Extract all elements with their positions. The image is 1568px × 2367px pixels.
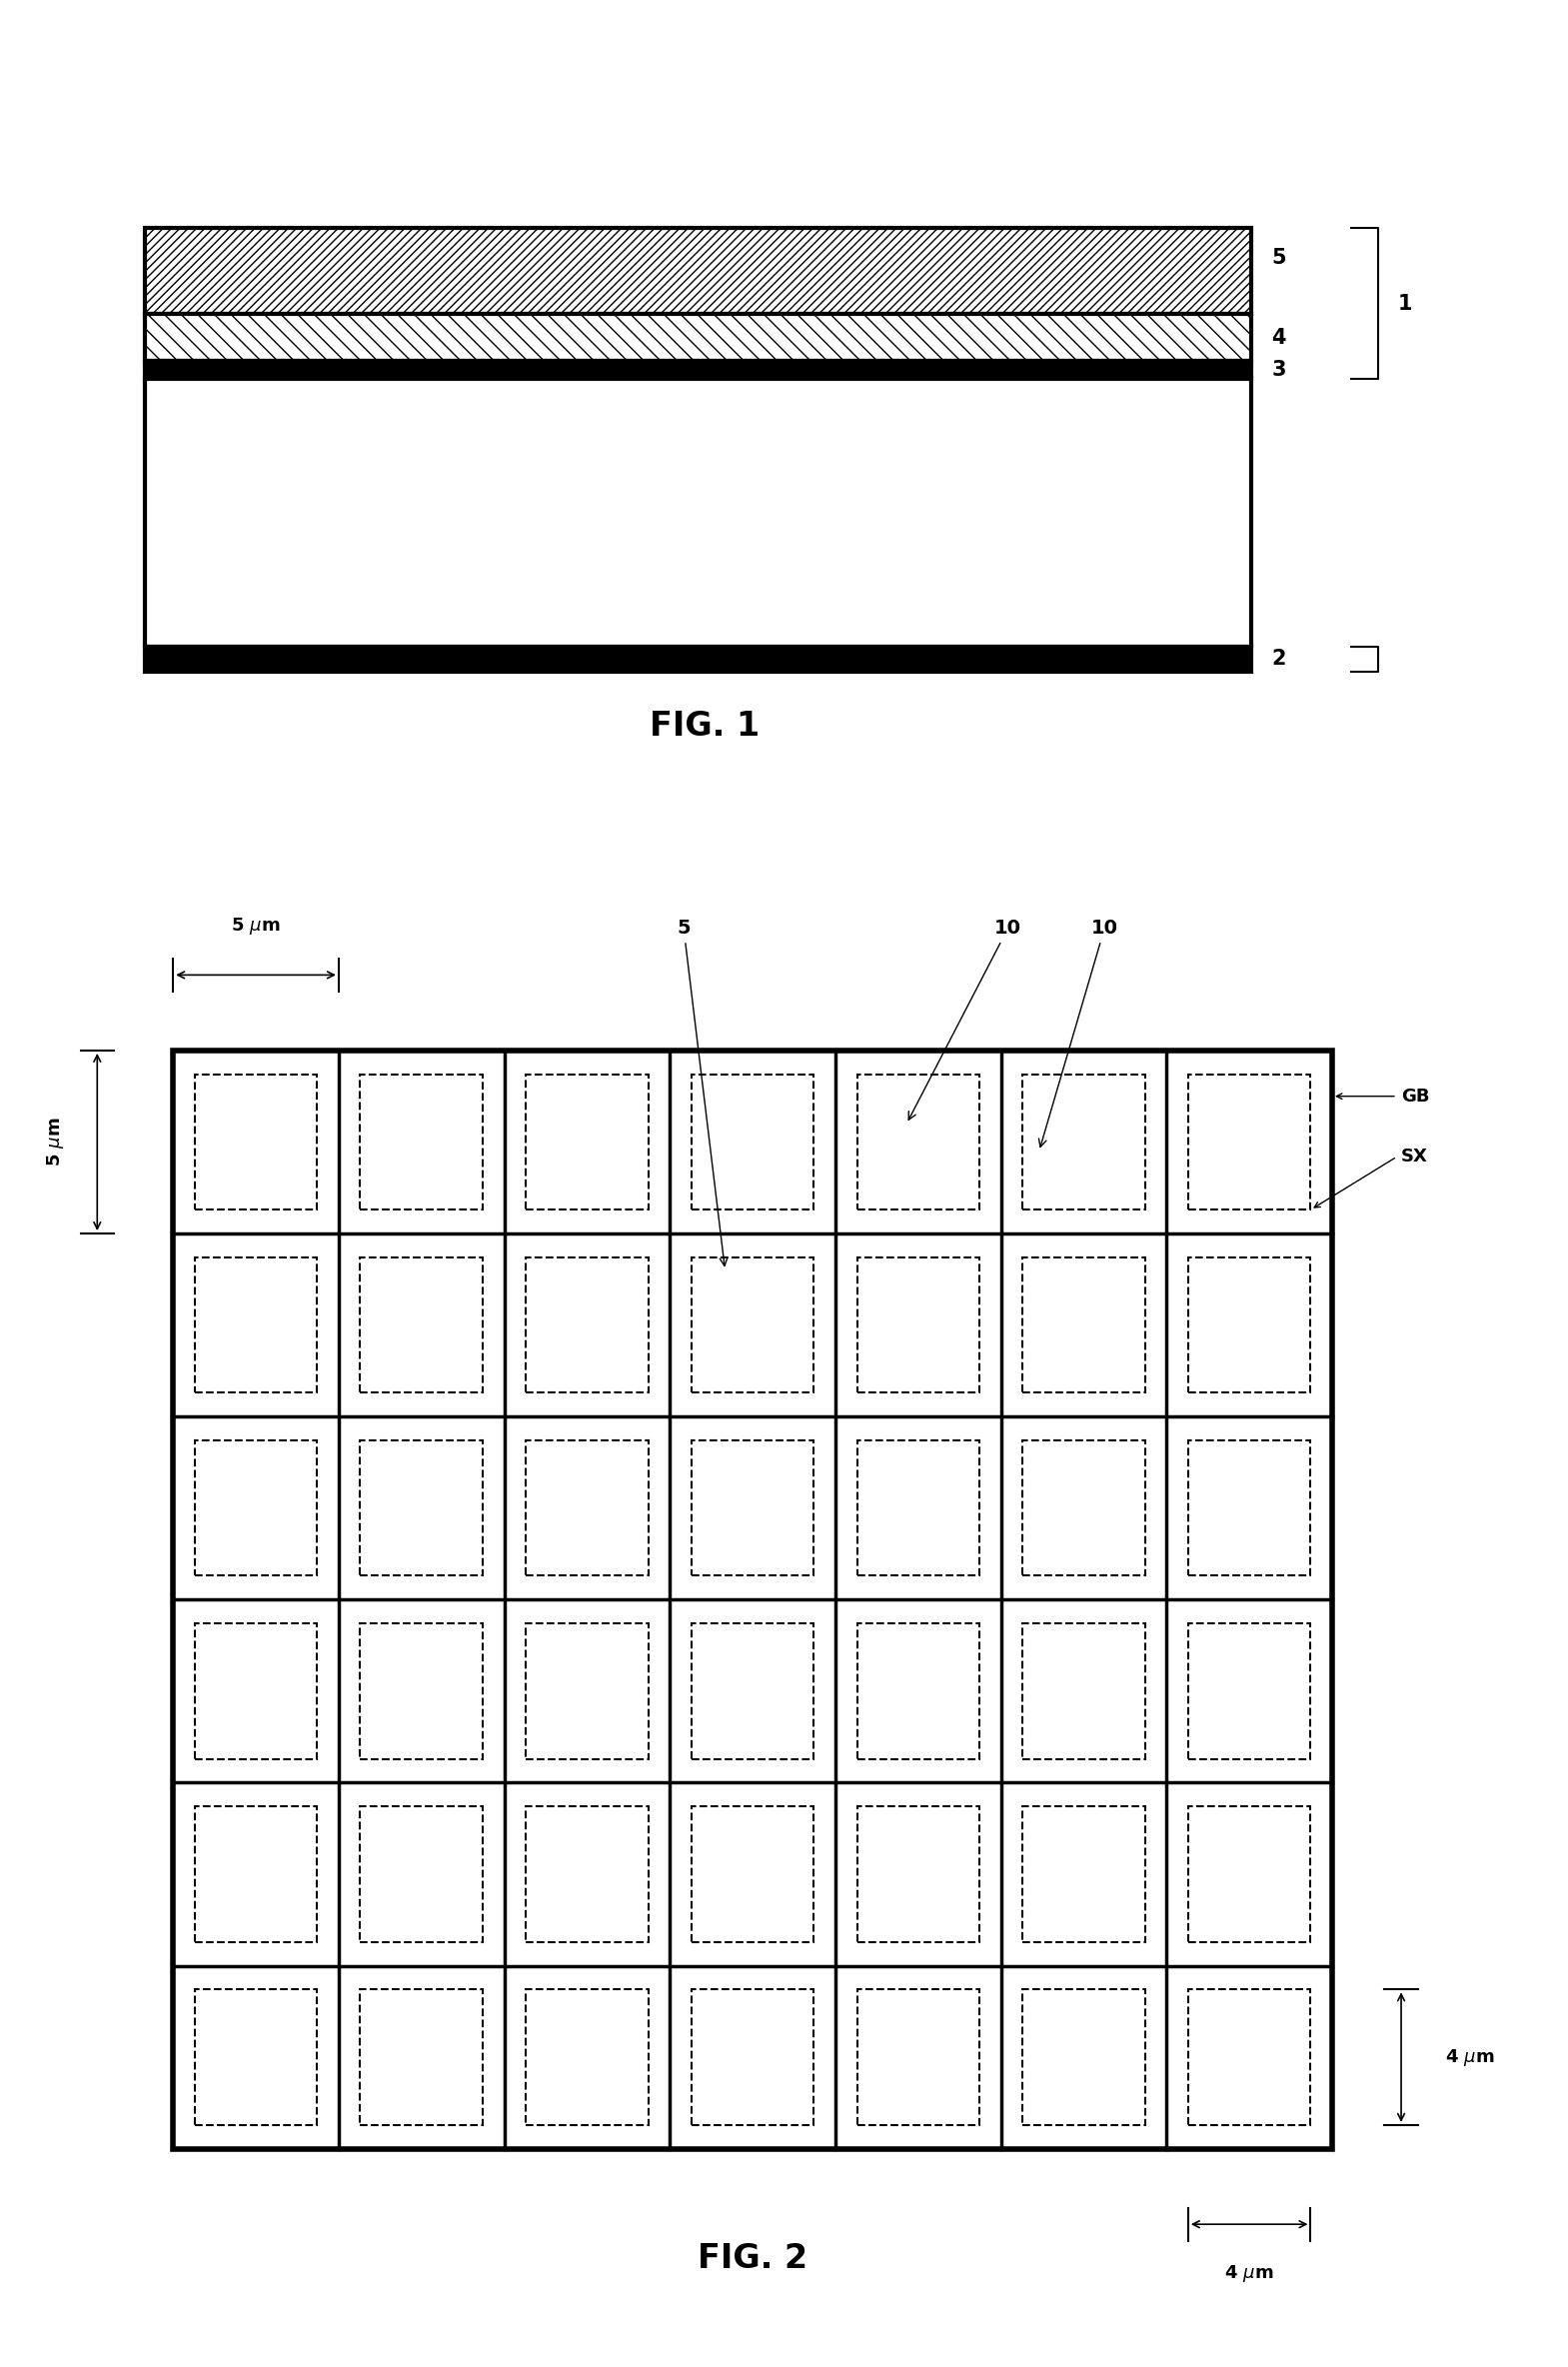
Text: 10: 10 — [1038, 918, 1118, 1148]
Bar — [144, 360, 1251, 379]
Text: 5: 5 — [677, 918, 728, 1266]
Text: 5 $\mu$m: 5 $\mu$m — [230, 916, 281, 937]
Bar — [361, 1257, 483, 1392]
Bar — [691, 1075, 814, 1210]
Bar — [1189, 1442, 1311, 1576]
Text: GB: GB — [1402, 1086, 1430, 1105]
Bar — [525, 1624, 648, 1759]
Text: 2: 2 — [1272, 649, 1286, 670]
Bar — [144, 646, 1251, 672]
Bar — [525, 1257, 648, 1392]
Bar — [1022, 1257, 1145, 1392]
Bar — [361, 1442, 483, 1576]
Bar — [525, 1075, 648, 1210]
Text: FIG. 2: FIG. 2 — [698, 2242, 808, 2275]
Bar — [691, 1257, 814, 1392]
Text: 4 $\mu$m: 4 $\mu$m — [1225, 2263, 1275, 2284]
Bar — [1022, 1806, 1145, 1941]
Bar — [194, 1991, 317, 2126]
Bar — [858, 1257, 980, 1392]
Bar — [525, 1806, 648, 1941]
Bar — [194, 1624, 317, 1759]
Bar — [194, 1806, 317, 1941]
Bar — [858, 1075, 980, 1210]
Text: 4: 4 — [1272, 327, 1286, 348]
Bar — [194, 1442, 317, 1576]
Bar — [1022, 1075, 1145, 1210]
Text: 5: 5 — [1272, 249, 1286, 267]
Bar — [691, 1806, 814, 1941]
Bar — [1189, 1257, 1311, 1392]
Bar — [1022, 1442, 1145, 1576]
Bar — [172, 1051, 1333, 2149]
Bar — [1022, 1991, 1145, 2126]
Text: 1: 1 — [1399, 294, 1413, 312]
Text: FIG. 1: FIG. 1 — [649, 710, 760, 743]
Bar — [525, 1991, 648, 2126]
Bar — [1189, 1806, 1311, 1941]
Text: 4 $\mu$m: 4 $\mu$m — [1446, 2047, 1494, 2069]
Bar — [525, 1442, 648, 1576]
Text: 5 $\mu$m: 5 $\mu$m — [45, 1117, 66, 1167]
Text: SX: SX — [1402, 1148, 1428, 1165]
Bar — [1022, 1624, 1145, 1759]
Bar — [1189, 1991, 1311, 2126]
Bar — [144, 379, 1251, 646]
Text: 3: 3 — [1272, 360, 1286, 379]
Bar — [691, 1624, 814, 1759]
Bar — [361, 1806, 483, 1941]
Bar — [1189, 1624, 1311, 1759]
Bar — [144, 227, 1251, 315]
Bar — [361, 1075, 483, 1210]
Bar — [361, 1624, 483, 1759]
Bar — [1189, 1075, 1311, 1210]
Bar — [194, 1075, 317, 1210]
Bar — [858, 1806, 980, 1941]
Bar — [858, 1624, 980, 1759]
Bar — [691, 1991, 814, 2126]
Bar — [194, 1257, 317, 1392]
Bar — [858, 1442, 980, 1576]
Text: 10: 10 — [908, 918, 1021, 1120]
Bar — [858, 1991, 980, 2126]
Bar — [361, 1991, 483, 2126]
Bar — [144, 315, 1251, 360]
Bar — [691, 1442, 814, 1576]
